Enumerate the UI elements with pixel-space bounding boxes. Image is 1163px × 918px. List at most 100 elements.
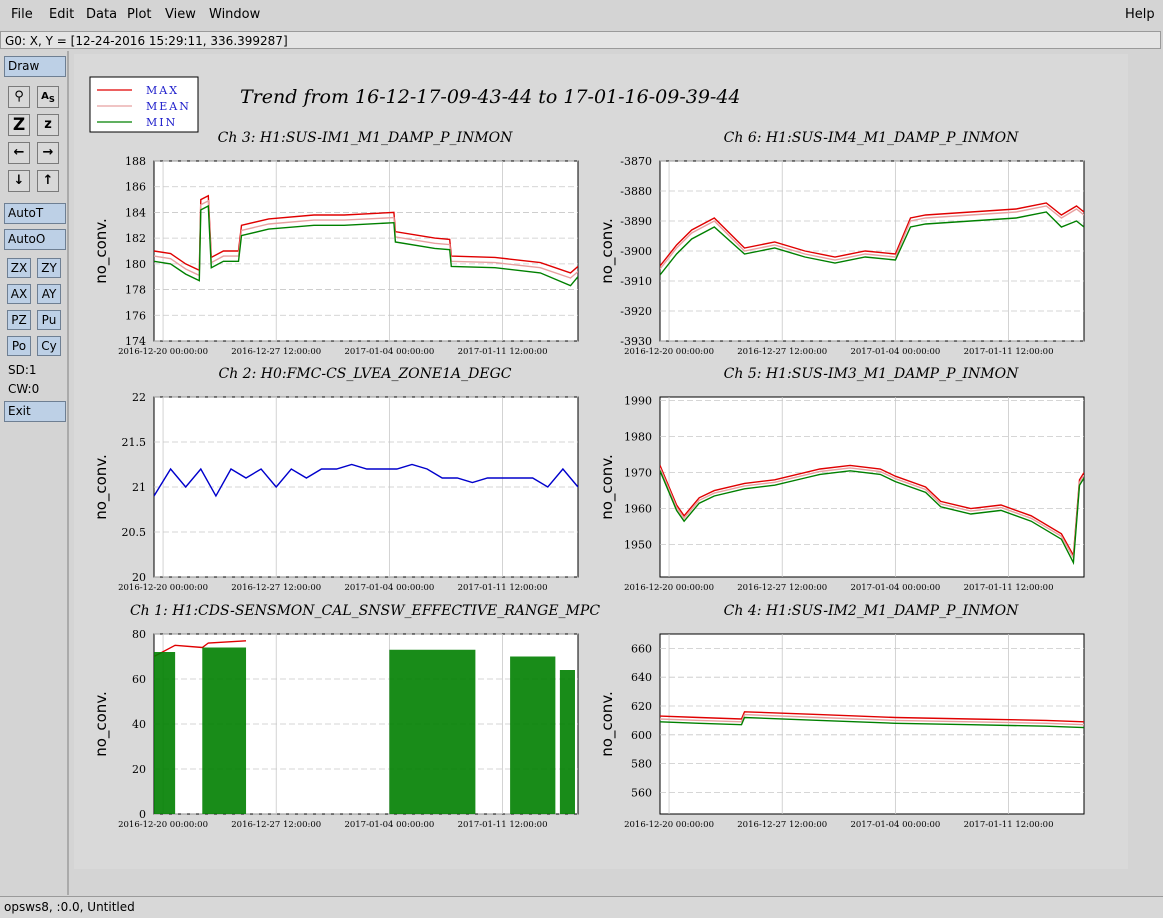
y-tick-label: -3910 [620,275,652,288]
chart-top-left[interactable]: 174 176 178 180 182 184 186 188 2016-12-20 00:00… [92,130,579,357]
menu-help[interactable]: Help [1125,7,1155,22]
key-icon[interactable]: ⚲ [8,86,30,108]
y-tick-label: 20 [132,763,146,776]
zy-button[interactable]: ZY [37,258,61,278]
y-tick-label: 80 [132,628,146,641]
y-tick-label: -3870 [620,155,652,168]
autot-button[interactable]: AutoT [4,203,66,224]
legend: MAX MEAN MIN [89,76,199,133]
bottom-status: opsws8, :0.0, Untitled [0,896,1163,918]
chart-title: Ch 2: H0:FMC-CS_LVEA_ZONE1A_DEGC [219,366,512,382]
series-min-segment [154,652,176,814]
zoom-Z-icon[interactable]: Z [8,114,30,136]
x-tick-label: 2016-12-27 12:00:00 [737,347,827,357]
series-max-line [660,202,1084,267]
zoom-z-icon[interactable]: z [37,114,59,136]
series-min-segment [559,670,575,814]
series-group [660,711,1084,729]
chart-top-right[interactable]: -3930 -3920 -3910 -3900 -3890 -3880 -3870 2016-… [598,130,1085,357]
y-tick-label: 620 [631,700,652,713]
x-tick-label: 2017-01-11 12:00:00 [964,347,1054,357]
series-group [660,464,1084,566]
y-axis-label: no_conv. [92,691,111,757]
arrow-up-icon[interactable]: ↑ [37,170,59,192]
chart-middle-right[interactable]: 1950 1960 1970 1980 1990 2016-12-20 00:00:00 2… [598,366,1085,593]
arrow-down-icon[interactable]: ↓ [8,170,30,192]
pz-button[interactable]: PZ [7,310,31,330]
x-tick-label: 2016-12-20 00:00:00 [624,820,714,830]
y-tick-label: 178 [125,284,146,297]
chart-title: Ch 1: H1:CDS-SENSMON_CAL_SNSW_EFFECTIVE_… [130,603,600,619]
x-tick-label: 2016-12-20 00:00:00 [624,347,714,357]
y-tick-label: 180 [125,258,146,271]
exit-button[interactable]: Exit [4,401,66,422]
y-tick-label: 22 [132,391,146,404]
pu-button[interactable]: Pu [37,310,61,330]
menu-view[interactable]: View [165,7,196,22]
menu-data[interactable]: Data [86,7,118,22]
cy-button[interactable]: Cy [37,336,61,356]
chart-bottom-right[interactable]: 560 580 600 620 640 660 2016-12-20 00:00:00 201… [598,603,1085,830]
draw-button[interactable]: Draw [4,56,66,77]
ay-button[interactable]: AY [37,284,61,304]
x-tick-label: 2017-01-04 00:00:00 [850,347,940,357]
x-tick-label: 2017-01-11 12:00:00 [458,347,548,357]
x-tick-label: 2017-01-11 12:00:00 [964,583,1054,593]
menu-edit[interactable]: Edit [49,7,75,22]
y-tick-label: 640 [631,671,652,684]
y-tick-label: 600 [631,729,652,742]
arrow-left-icon[interactable]: ← [8,142,30,164]
series-min-line [660,470,1084,566]
y-tick-label: -3880 [620,185,652,198]
x-tick-label: 2016-12-27 12:00:00 [737,583,827,593]
plot-canvas: MAX MEAN MIN Trend from 16-12-17-09-43-44 … [74,54,1128,869]
y-tick-label: -3930 [620,335,652,348]
series-min-line [154,204,578,287]
plots-svg: MAX MEAN MIN Trend from 16-12-17-09-43-44 … [89,76,1085,830]
chart-middle-left[interactable]: 20 20.5 21 21.5 22 2016-12-20 00:00:00 2016-12… [92,366,579,593]
series-group [154,463,578,498]
autoo-button[interactable]: AutoO [4,229,66,250]
series-max-line [660,711,1084,723]
series-mean-line [660,205,1084,270]
x-tick-label: 2017-01-11 12:00:00 [964,820,1054,830]
series-min-line [660,211,1084,276]
y-tick-label: 20 [132,571,146,584]
y-tick-label: 1950 [624,539,652,552]
series-group [660,202,1084,276]
x-tick-label: 2016-12-20 00:00:00 [118,583,208,593]
x-tick-label: 2017-01-11 12:00:00 [458,820,548,830]
y-tick-label: 21 [132,481,146,494]
y-axis-label: no_conv. [92,454,111,520]
x-tick-label: 2016-12-20 00:00:00 [624,583,714,593]
chart-title: Ch 6: H1:SUS-IM4_M1_DAMP_P_INMON [724,130,1019,146]
menu-window[interactable]: Window [209,7,261,22]
legend-label-min: MIN [146,116,177,129]
chart-title: Ch 5: H1:SUS-IM3_M1_DAMP_P_INMON [724,366,1019,382]
as-icon[interactable]: AS [37,86,59,108]
series-max-line [660,464,1084,558]
x-tick-label: 2017-01-04 00:00:00 [344,347,434,357]
y-tick-label: 20.5 [122,526,147,539]
arrow-right-icon[interactable]: → [37,142,59,164]
x-tick-label: 2017-01-04 00:00:00 [344,820,434,830]
po-button[interactable]: Po [7,336,31,356]
plot-area [153,160,579,342]
chart-bottom-left[interactable]: 0 20 40 60 80 2016-12-20 00:00:00 2016-12-27 1… [92,603,600,830]
legend-label-mean: MEAN [146,100,191,113]
menu-bar: File Edit Data Plot View Window Help [0,0,1163,30]
y-tick-label: -3920 [620,305,652,318]
menu-plot[interactable]: Plot [127,7,152,22]
x-tick-label: 2016-12-27 12:00:00 [737,820,827,830]
menu-file[interactable]: File [11,7,33,22]
y-tick-label: 60 [132,673,146,686]
zx-button[interactable]: ZX [7,258,31,278]
main-title: Trend from 16-12-17-09-43-44 to 17-01-16… [240,86,741,108]
legend-label-max: MAX [146,84,179,97]
legend-box [89,76,199,133]
y-tick-label: 186 [125,181,146,194]
y-tick-label: 1960 [624,503,652,516]
y-axis-label: no_conv. [598,218,617,284]
y-tick-label: -3890 [620,215,652,228]
ax-button[interactable]: AX [7,284,31,304]
